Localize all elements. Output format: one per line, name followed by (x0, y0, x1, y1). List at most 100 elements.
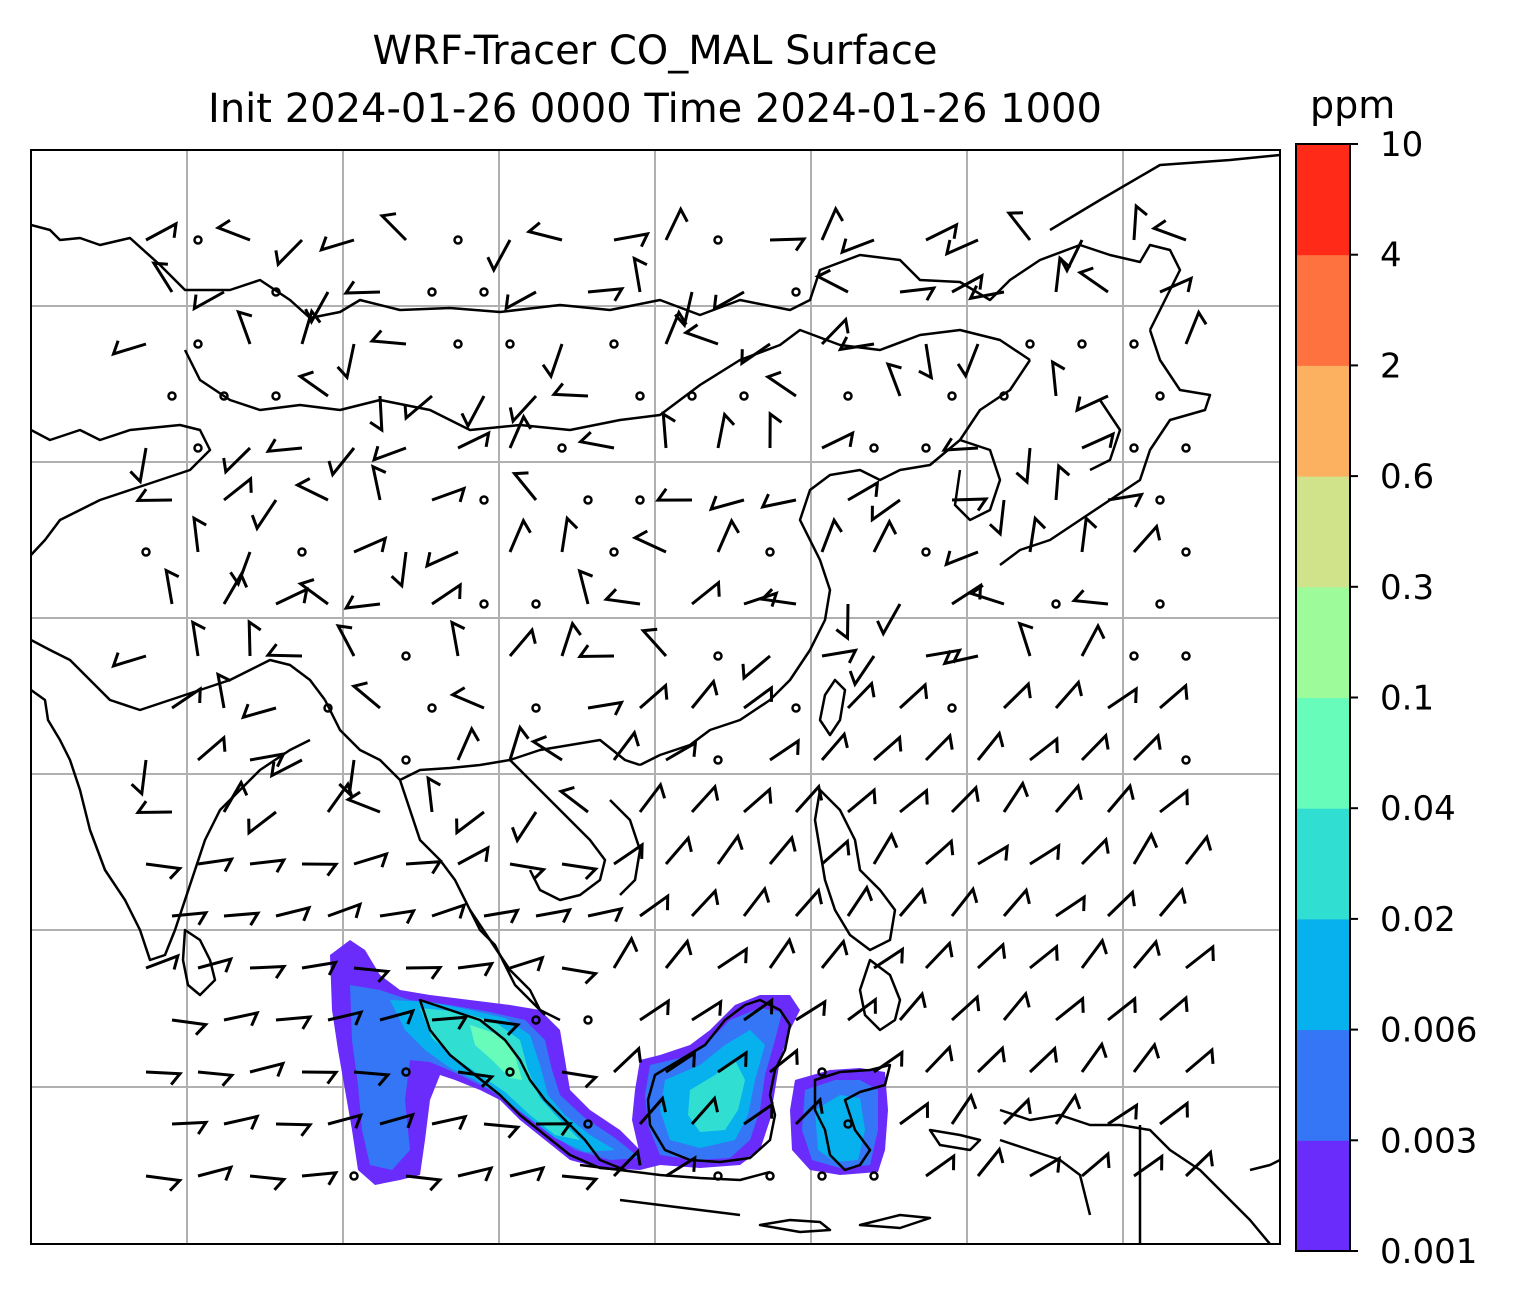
wind-barb (951, 497, 989, 512)
wind-barb (197, 1165, 234, 1181)
wind-barb (950, 994, 981, 1022)
wind-barb (145, 862, 183, 880)
wind-barb (612, 1148, 642, 1178)
wind-barb (631, 529, 667, 554)
wind-barb (378, 212, 408, 242)
wind-barb (976, 941, 1007, 970)
wind-barb (269, 758, 303, 779)
wind-barb (640, 627, 668, 658)
wind-barb (742, 885, 771, 917)
wind-barb (1159, 994, 1189, 1022)
wind-calm-marker (921, 443, 931, 453)
wind-calm-marker (1155, 599, 1165, 609)
wind-barb (873, 946, 905, 970)
wind-barb (457, 430, 491, 450)
wind-barb (297, 578, 329, 606)
wind-barb (508, 413, 532, 449)
wind-barb (135, 800, 173, 815)
wind-barb (353, 966, 391, 983)
wind-barb (343, 280, 381, 295)
wind-barb (950, 886, 979, 917)
wind-barb (449, 686, 485, 710)
wind-barb (1002, 990, 1031, 1021)
wind-barb (716, 411, 736, 449)
wind-barb (638, 781, 667, 813)
wind-barb (535, 1122, 573, 1137)
wind-barb (639, 893, 670, 918)
wind-calm-marker (479, 495, 489, 505)
wind-barb (247, 810, 277, 836)
tracer-sumatra-peak (420, 1008, 580, 1140)
wind-barb (353, 1070, 391, 1087)
wind-barb (275, 1015, 313, 1030)
wind-barb (1029, 736, 1059, 762)
colorbar-segment (1296, 144, 1350, 256)
wind-calm-marker (583, 1119, 593, 1129)
wind-calm-marker (921, 547, 931, 557)
wind-calm-marker (635, 391, 645, 401)
wind-barb (530, 735, 563, 762)
map-title: WRF-Tracer CO_MAL Surface (372, 28, 938, 74)
colorbar-segment (1296, 476, 1350, 588)
wind-barb (1159, 1100, 1189, 1126)
wind-barb (820, 516, 843, 553)
wind-barb (130, 759, 148, 797)
wind-barb (837, 336, 875, 352)
wind-barb (504, 290, 537, 312)
wind-barb (327, 1112, 364, 1129)
wind-barb (925, 648, 963, 664)
wind-barb (511, 471, 538, 501)
wind-barb (510, 811, 538, 844)
wind-barb (794, 783, 824, 814)
wind-barb (318, 236, 355, 253)
wind-barb (988, 499, 1006, 537)
wind-barb (951, 272, 984, 294)
wind-barb (1132, 203, 1148, 241)
wind-calm-marker (219, 391, 229, 401)
wind-barb (1054, 463, 1071, 501)
wind-barb (379, 908, 417, 925)
wind-barb (1150, 219, 1187, 242)
wind-calm-marker (1129, 651, 1139, 661)
wind-barb (1080, 937, 1108, 969)
wind-barb (768, 834, 797, 865)
wind-barb (847, 787, 877, 814)
wind-calm-marker (141, 547, 151, 557)
wind-barb (296, 370, 329, 398)
wind-barb (223, 1114, 260, 1130)
wind-barb (603, 588, 641, 606)
wind-barb (716, 833, 744, 865)
wind-barb (847, 480, 880, 502)
wind-barb (1029, 943, 1059, 970)
wind-barb (145, 953, 181, 970)
wind-calm-marker (1155, 391, 1165, 401)
wind-calm-marker (479, 287, 489, 297)
wind-barb (768, 411, 783, 449)
colorbar-tick-label: 0.1 (1380, 679, 1434, 719)
wind-barb (587, 700, 625, 716)
wind-barb (690, 678, 719, 709)
wind-barb (509, 955, 545, 972)
wind-barb (390, 551, 408, 589)
wind-barb (486, 239, 512, 274)
wind-barb (925, 222, 959, 242)
wind-barb (1002, 1096, 1032, 1126)
wind-barb (457, 845, 490, 866)
wind-barb (1029, 842, 1061, 866)
wind-barb (250, 499, 278, 532)
wind-barb (561, 1070, 599, 1089)
wind-barb (872, 518, 898, 553)
map-subtitle: Init 2024-01-26 0000 Time 2024-01-26 100… (208, 86, 1102, 132)
wind-barb (577, 644, 615, 659)
wind-barb (769, 1047, 799, 1074)
wind-barb (456, 725, 480, 761)
wind-barb (508, 724, 530, 761)
wind-barb (898, 681, 929, 710)
wind-barb (664, 938, 693, 969)
wind-calm-marker (791, 287, 801, 297)
wind-barb (1107, 492, 1145, 508)
wind-calm-marker (193, 443, 203, 453)
colorbar-segment (1296, 1029, 1350, 1141)
wind-barb (560, 515, 579, 553)
wind-barb (664, 309, 688, 345)
